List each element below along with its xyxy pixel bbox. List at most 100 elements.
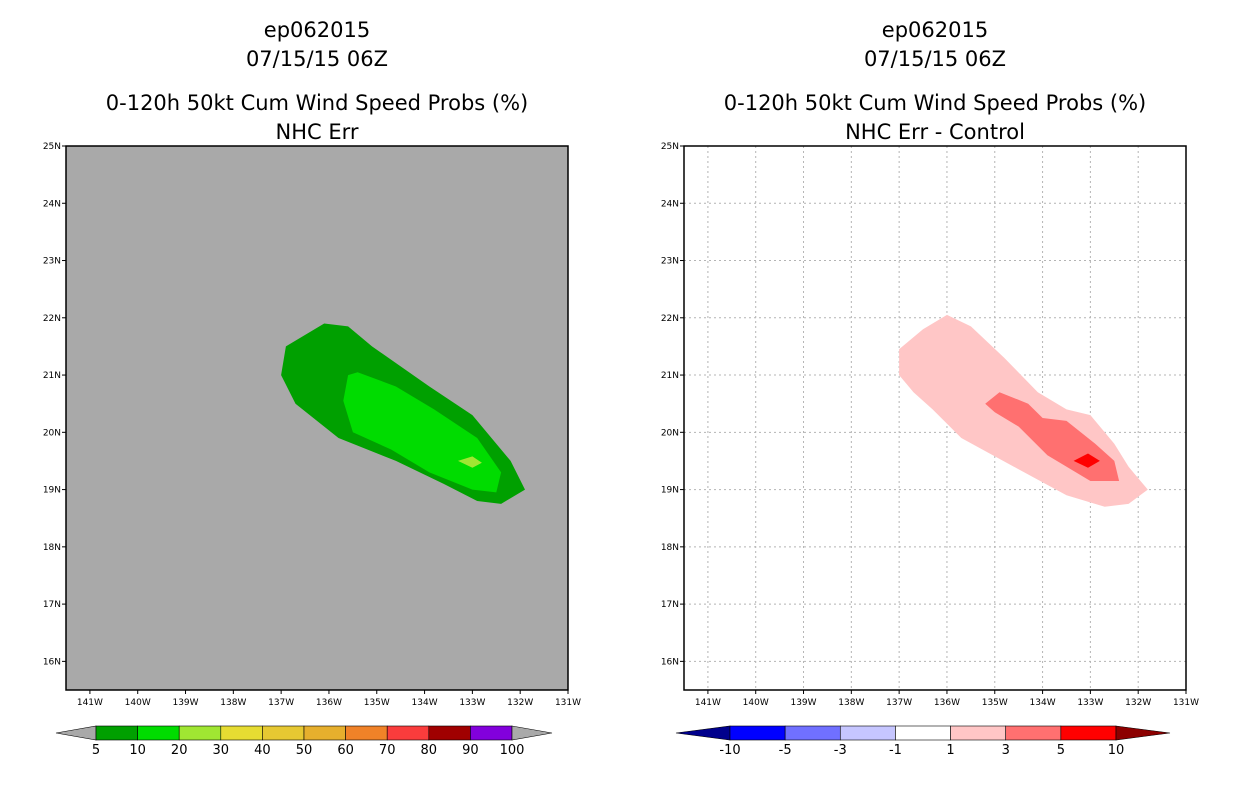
colorbar-label: 60 (337, 743, 354, 758)
colorbar-swatch (1060, 725, 1117, 741)
x-tick-label: 136W (934, 698, 960, 708)
colorbar-swatch (303, 725, 346, 741)
left-chart-title: 0-120h 50kt Cum Wind Speed Probs (%) (105, 91, 529, 115)
right-chart-title: 0-120h 50kt Cum Wind Speed Probs (%) (723, 91, 1147, 115)
x-tick-label: 137W (268, 698, 294, 708)
colorbar-label: -3 (834, 743, 847, 758)
y-tick-label: 23N (661, 257, 679, 267)
colorbar-label: 10 (1108, 743, 1125, 758)
x-tick-label: 132W (507, 698, 533, 708)
left-colorbar: 5 10 20 30 40 50 60 70 80 90 100 (55, 725, 553, 758)
colorbar-label: 90 (462, 743, 479, 758)
colorbar-label: 100 (500, 743, 525, 758)
colorbar-swatch (839, 725, 896, 741)
y-tick-label: 21N (661, 371, 679, 381)
colorbar-swatch (220, 725, 263, 741)
colorbar-label: 50 (296, 743, 313, 758)
colorbar-swatch (1005, 725, 1062, 741)
x-tick-label: 135W (982, 698, 1008, 708)
left-storm-id: ep062015 (263, 18, 371, 42)
colorbar-label: 20 (171, 743, 188, 758)
y-tick-label: 21N (43, 371, 61, 381)
x-tick-label: 134W (412, 698, 438, 708)
x-tick-label: 133W (1077, 698, 1103, 708)
colorbar-swatch (470, 725, 513, 741)
y-tick-label: 17N (43, 600, 61, 610)
colorbar-label: 3 (1002, 743, 1010, 758)
x-tick-label: 137W (886, 698, 912, 708)
y-tick-label: 25N (661, 142, 679, 152)
colorbar-label: -1 (889, 743, 902, 758)
colorbar-swatch (784, 725, 841, 741)
y-tick-label: 19N (661, 486, 679, 496)
colorbar-swatch (386, 725, 430, 741)
x-tick-label: 141W (77, 698, 103, 708)
x-tick-label: 131W (555, 698, 581, 708)
colorbar-label: 70 (379, 743, 396, 758)
left-datetime: 07/15/15 06Z (245, 47, 389, 71)
right-storm-id: ep062015 (881, 18, 989, 42)
x-tick-label: 136W (316, 698, 342, 708)
colorbar-swatch (137, 725, 180, 741)
contour-fill-20-30 (458, 456, 482, 468)
colorbar-label: -5 (779, 743, 792, 758)
colorbar-under-arrow (55, 725, 97, 741)
y-tick-label: 17N (661, 600, 679, 610)
y-tick-label: 19N (43, 486, 61, 496)
y-tick-label: 20N (661, 428, 679, 438)
colorbar-label: 10 (129, 743, 146, 758)
colorbar-swatch (178, 725, 222, 741)
left-chart-subtitle: NHC Err (275, 120, 359, 144)
colorbar-label: 5 (1057, 743, 1065, 758)
colorbar-label: 1 (946, 743, 954, 758)
y-tick-label: 22N (661, 314, 679, 324)
colorbar-swatch (345, 725, 388, 741)
x-tick-label: 140W (125, 698, 151, 708)
y-tick-label: 16N (661, 657, 679, 667)
colorbar-swatch (895, 725, 951, 741)
colorbar-over-arrow (511, 725, 553, 741)
colorbar-swatch (95, 725, 138, 741)
colorbar-swatch (428, 725, 471, 741)
colorbar-over-arrow (1115, 725, 1171, 741)
plot-frame (65, 145, 569, 691)
y-tick-label: 25N (43, 142, 61, 152)
x-tick-label: 132W (1125, 698, 1151, 708)
colorbar-under-arrow (675, 725, 731, 741)
x-tick-label: 134W (1030, 698, 1056, 708)
y-tick-label: 16N (43, 657, 61, 667)
contour-fill-5-10 (1073, 453, 1100, 468)
x-tick-label: 133W (459, 698, 485, 708)
colorbar-label: 30 (213, 743, 230, 758)
right-chart-subtitle: NHC Err - Control (845, 120, 1025, 144)
y-tick-label: 24N (43, 199, 61, 209)
plot-background (684, 146, 1186, 690)
colorbar-swatch (950, 725, 1007, 741)
plot-frame (683, 145, 1187, 691)
x-tick-label: 140W (743, 698, 769, 708)
right-datetime: 07/15/15 06Z (863, 47, 1007, 71)
colorbar-label: -10 (719, 743, 740, 758)
x-tick-label: 135W (364, 698, 390, 708)
y-tick-label: 18N (661, 543, 679, 553)
y-tick-label: 20N (43, 428, 61, 438)
y-tick-label: 22N (43, 314, 61, 324)
x-tick-label: 139W (172, 698, 198, 708)
y-tick-label: 24N (661, 199, 679, 209)
x-tick-label: 139W (790, 698, 816, 708)
colorbar-label: 40 (254, 743, 271, 758)
left-map-panel: 141W 140W 139W 138W 137W 136W 135W 134W 133W 132W… (43, 142, 581, 708)
colorbar-swatch (729, 725, 786, 741)
x-tick-label: 141W (695, 698, 721, 708)
x-tick-label: 131W (1173, 698, 1199, 708)
right-map-panel: 141W 140W 139W 138W 137W 136W 135W 134W 133W 132W… (661, 142, 1199, 708)
y-tick-label: 18N (43, 543, 61, 553)
colorbar-swatch (262, 725, 305, 741)
x-tick-label: 138W (220, 698, 246, 708)
right-colorbar: -10 -5 -3 -1 1 3 5 10 (675, 725, 1171, 758)
colorbar-label: 80 (421, 743, 438, 758)
x-tick-label: 138W (838, 698, 864, 708)
y-tick-label: 23N (43, 257, 61, 267)
colorbar-label: 5 (92, 743, 100, 758)
